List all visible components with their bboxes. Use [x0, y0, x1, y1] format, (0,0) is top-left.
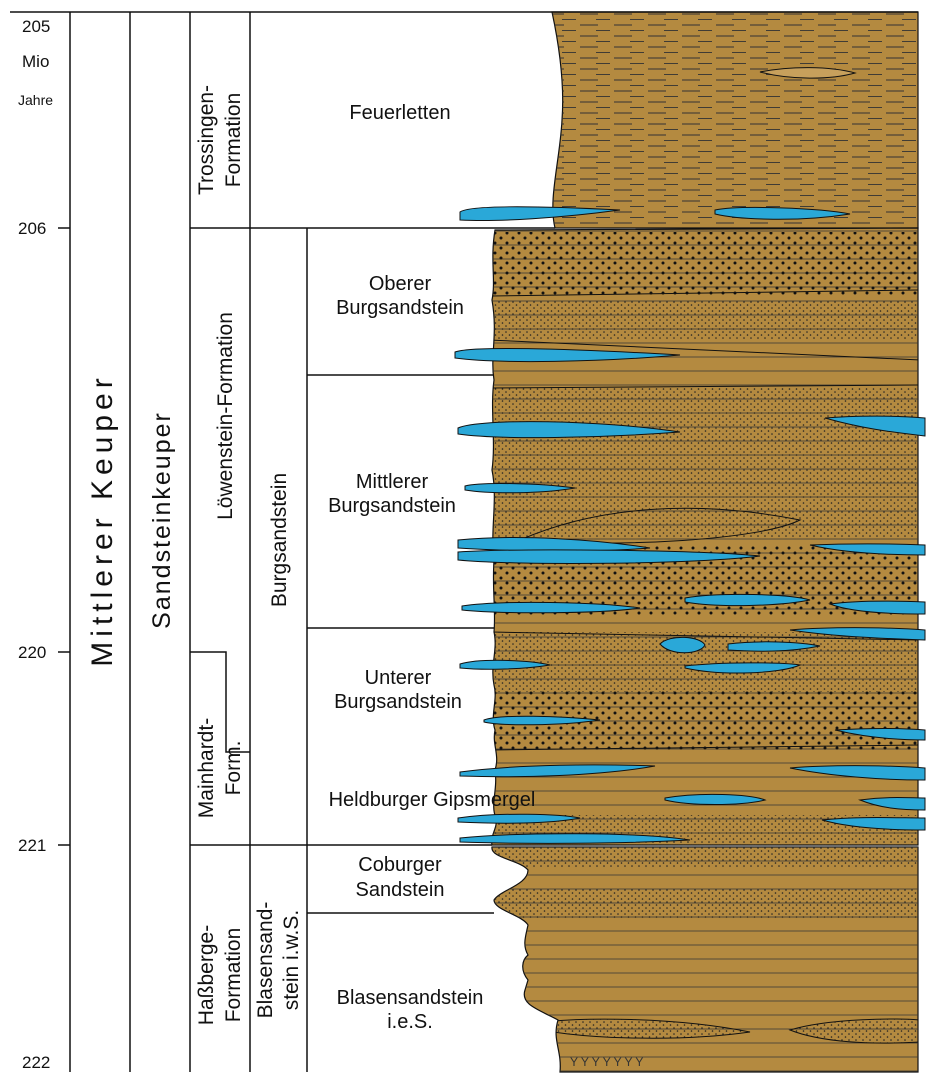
- member-coburger-line2: Sandstein: [356, 879, 445, 901]
- limestone-lenses: [454, 67, 926, 844]
- member-unterer-line1: Unterer: [365, 667, 432, 689]
- member-oberer-line2: Burgsandstein: [336, 297, 464, 319]
- member-blasensandstein-ies-line1: Blasensandstein: [337, 987, 484, 1009]
- time-unit-line1: Mio: [22, 52, 49, 71]
- time-unit-line2: Jahre: [18, 92, 53, 108]
- time-tick-label: 206: [18, 219, 46, 238]
- subformation-burgsandstein: Burgsandstein: [268, 473, 291, 607]
- member-mittlerer-line1: Mittlerer: [356, 471, 429, 493]
- time-tick-label: 222: [22, 1053, 50, 1072]
- time-tick-label: 220: [18, 643, 46, 662]
- series-label: Mittlerer Keuper: [86, 373, 119, 666]
- member-feuerletten: Feuerletten: [349, 102, 450, 124]
- column-grid: [10, 11, 918, 1072]
- member-mittlerer-line2: Burgsandstein: [328, 495, 456, 517]
- time-ticks: [58, 227, 70, 846]
- formation-hassberge-line1: Haßberge-: [195, 925, 218, 1025]
- time-top-value: 205: [22, 17, 50, 36]
- group-label: Sandsteinkeuper: [148, 411, 176, 629]
- formation-trossingen-line1: Trossingen-: [195, 85, 218, 195]
- formation-hassberge-line2: Formation: [222, 928, 245, 1023]
- member-blasensandstein-ies-line2: i.e.S.: [387, 1011, 433, 1033]
- subformation-blasensandstein-line2: stein i.w.S.: [280, 910, 303, 1010]
- member-heldburger: Heldburger Gipsmergel: [329, 789, 536, 811]
- subformation-blasensandstein-line1: Blasensand-: [254, 902, 277, 1019]
- formation-mainhardt-line1: Mainhardt-: [195, 718, 218, 818]
- formation-trossingen-line2: Formation: [222, 93, 245, 188]
- member-coburger-line1: Coburger: [358, 854, 442, 876]
- lithology-column: Y Y Y Y Y Y Y: [454, 11, 926, 1073]
- time-tick-label: 221: [18, 836, 46, 855]
- svg-text:Y Y Y Y: Y Y Y Y Y Y Y: [570, 1055, 643, 1069]
- member-unterer-line2: Burgsandstein: [334, 691, 462, 713]
- formation-loewenstein: Löwenstein-Formation: [214, 312, 237, 520]
- formation-mainhardt-line2: Form.: [222, 741, 245, 796]
- member-oberer-line1: Oberer: [369, 273, 432, 295]
